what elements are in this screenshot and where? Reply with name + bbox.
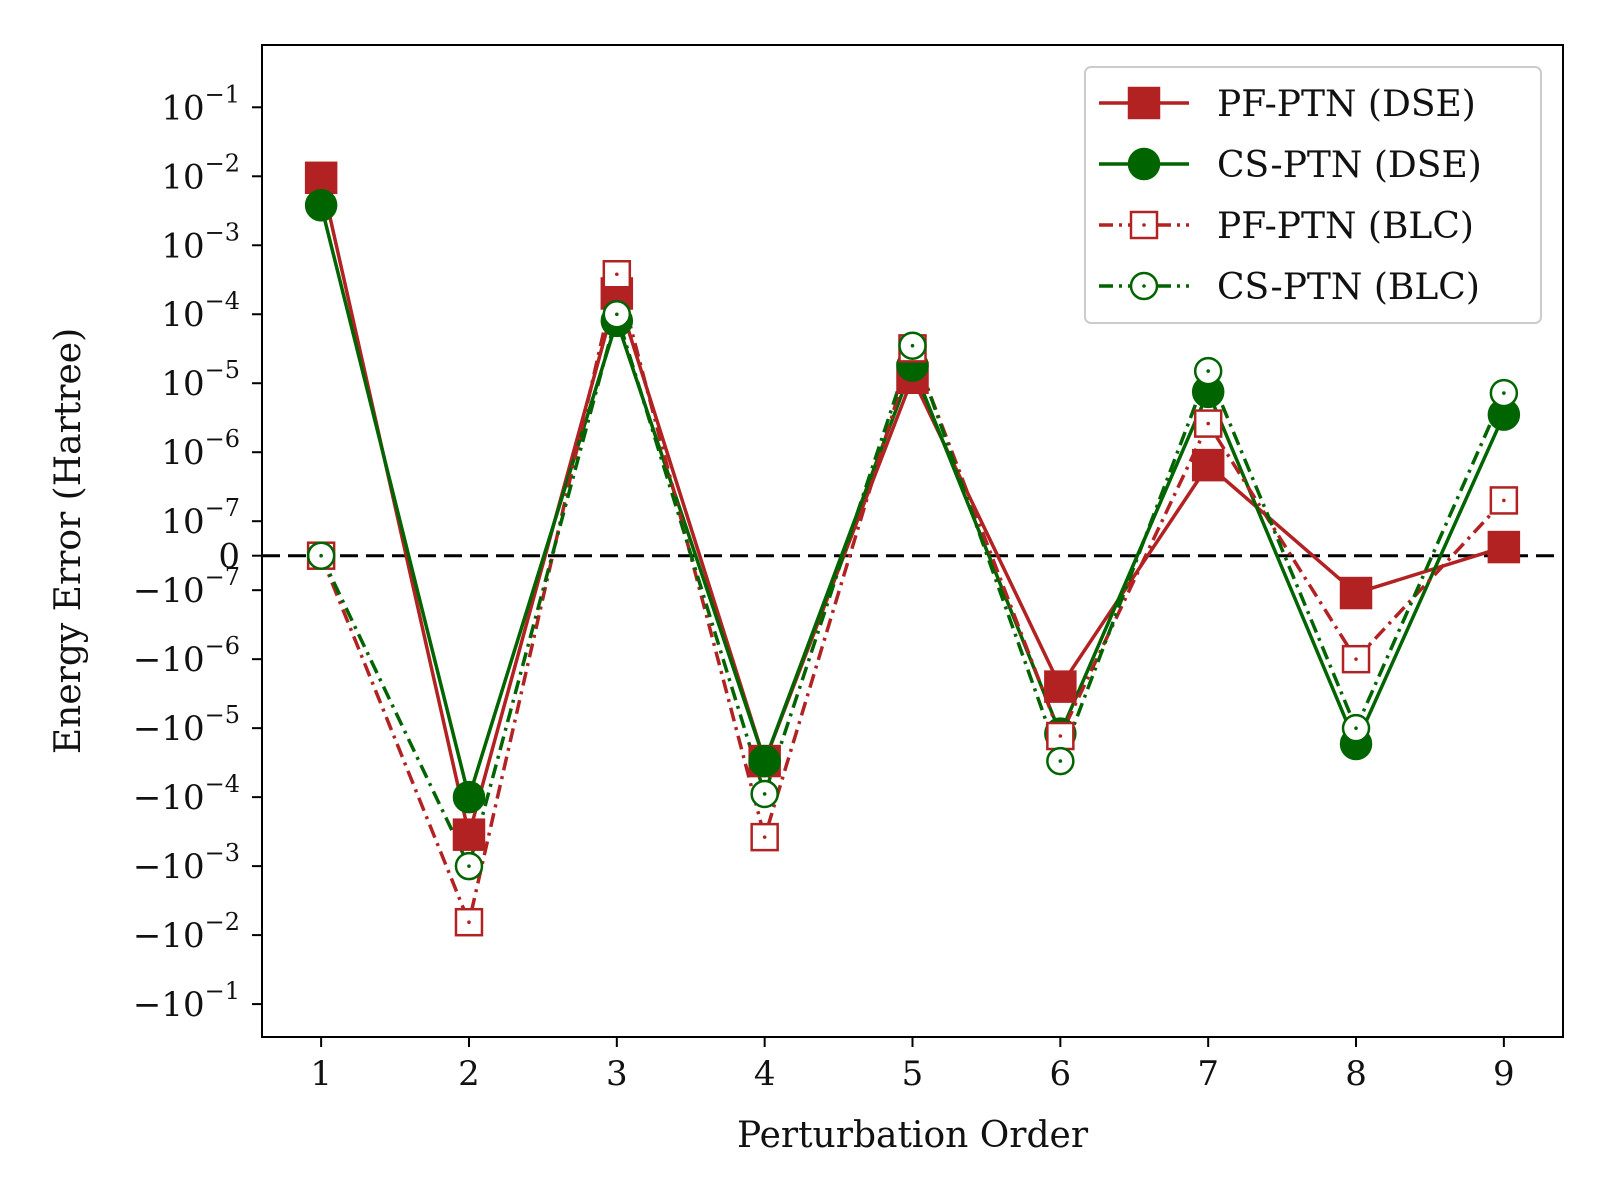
series-3-point-dot: [615, 312, 619, 317]
y-tick-exponent: −3: [205, 218, 240, 246]
series-1-point: [304, 189, 338, 222]
x-tick-label: 8: [1345, 1054, 1367, 1094]
legend: PF-PTN (DSE) CS-PTN (DSE) PF-PTN (BLC) CS-P…: [1084, 66, 1542, 324]
y-tick-base: 10: [161, 502, 204, 542]
y-tick-exponent: −2: [205, 908, 240, 936]
y-tick-label: 0: [218, 537, 240, 577]
y-tick-label: 10−6: [161, 425, 240, 473]
y-tick-base: −10: [133, 640, 205, 680]
plot-inner: [262, 161, 1563, 937]
legend-marker-1: [1127, 147, 1161, 181]
y-tick-label: −10−3: [133, 839, 240, 887]
series-3-point-dot: [319, 553, 323, 558]
y-tick-exponent: −6: [205, 632, 240, 660]
x-tick-label: 4: [754, 1054, 776, 1094]
y-tick-label: −10−2: [133, 908, 240, 956]
y-tick-exponent: −4: [205, 287, 240, 315]
series-0-point: [452, 818, 486, 851]
series-1-point: [748, 744, 781, 778]
series-1-point: [452, 780, 486, 814]
x-tick-label: 1: [310, 1054, 332, 1094]
y-tick-exponent: −1: [205, 80, 240, 108]
series-line-3: [319, 312, 1506, 868]
y-tick-base: 10: [161, 295, 204, 335]
y-tick-label: −10−5: [133, 701, 240, 749]
x-axis-label: Perturbation Order: [737, 1115, 1089, 1156]
y-tick-exponent: −6: [205, 425, 240, 453]
y-axis-label: Energy Error (Hartree): [48, 328, 89, 754]
y-tick-label: −10−4: [133, 770, 240, 818]
series-3-point-dot: [762, 792, 767, 796]
y-tick-base: 10: [161, 88, 204, 128]
legend-marker-3-dot: [1142, 284, 1146, 288]
series-2-point-dot: [467, 920, 471, 924]
y-tick-exponent: −4: [205, 770, 240, 798]
y-tick-label: −10−1: [133, 977, 240, 1025]
series-0-point: [1487, 530, 1521, 564]
legend-label-1: CS-PTN (DSE): [1217, 145, 1482, 186]
x-tick-label: 3: [606, 1054, 628, 1094]
series-0-point: [1191, 448, 1225, 482]
x-axis: 1 2 3 4 5 6 7 8 9: [310, 1037, 1515, 1094]
legend-label-3: CS-PTN (BLC): [1217, 267, 1480, 308]
legend-marker-2-dot: [1142, 223, 1146, 227]
x-tick-label: 5: [902, 1054, 924, 1094]
legend-marker-0: [1127, 86, 1161, 120]
y-tick-base: −10: [133, 985, 205, 1025]
series-0-point: [304, 161, 338, 195]
x-tick-label: 6: [1050, 1054, 1072, 1094]
series-3-point-dot: [1206, 369, 1210, 373]
y-tick-label: 10−5: [161, 356, 240, 404]
x-tick-label: 9: [1493, 1054, 1515, 1094]
series-2-point-dot: [1354, 657, 1358, 661]
series-3-point-dot: [1502, 391, 1506, 395]
y-tick-label: 10−4: [161, 287, 240, 335]
x-tick-label: 7: [1197, 1054, 1219, 1094]
series-0-point: [1339, 576, 1373, 610]
series-2-point-dot: [1206, 421, 1210, 426]
series-3-point-dot: [467, 864, 471, 868]
y-tick-base: −10: [133, 778, 205, 818]
y-tick-label: 10−1: [161, 80, 240, 128]
legend-label-2: PF-PTN (BLC): [1217, 206, 1474, 247]
series-3-point-dot: [910, 343, 915, 348]
series-2-point-dot: [762, 835, 767, 839]
y-tick-label: 10−7: [161, 494, 240, 542]
y-tick-exponent: −3: [205, 839, 240, 867]
y-tick-base: 10: [161, 157, 204, 197]
series-2-point: [750, 822, 779, 852]
y-tick-base: −10: [133, 916, 205, 956]
y-tick-exponent: −1: [205, 977, 240, 1005]
y-tick-label: 10−2: [161, 149, 240, 197]
series-0-point: [1044, 670, 1077, 703]
x-tick-label: 2: [458, 1054, 480, 1094]
y-tick-exponent: −2: [205, 149, 240, 177]
series-3-point-dot: [1354, 726, 1358, 730]
y-tick-base: 10: [161, 433, 204, 473]
y-tick-base: −10: [133, 847, 205, 887]
y-tick-label: −10−6: [133, 632, 240, 680]
y-tick-base: 10: [161, 364, 204, 404]
y-tick-exponent: −5: [205, 701, 240, 729]
series-2-point-dot: [615, 272, 619, 277]
series-3-point-dot: [1058, 759, 1063, 763]
series-2-point-dot: [1502, 498, 1506, 503]
y-tick-label: 10−3: [161, 218, 240, 266]
y-tick-base: −10: [133, 571, 205, 611]
legend-box: [1084, 66, 1542, 324]
series-2-point: [454, 907, 484, 937]
y-tick-base: −10: [133, 709, 205, 749]
legend-label-0: PF-PTN (DSE): [1217, 84, 1476, 125]
plot-area: [262, 161, 1563, 937]
y-tick-exponent: −7: [205, 494, 240, 522]
y-tick-base: 10: [161, 226, 204, 266]
series-2-point-dot: [1058, 734, 1063, 738]
y-tick-exponent: −5: [205, 356, 240, 384]
y-tick-exponent: −7: [205, 563, 240, 591]
y-tick-label: −10−7: [133, 563, 240, 611]
y-axis: 10−110−210−310−410−510−610−70−10−7−10−6−…: [133, 80, 262, 1025]
